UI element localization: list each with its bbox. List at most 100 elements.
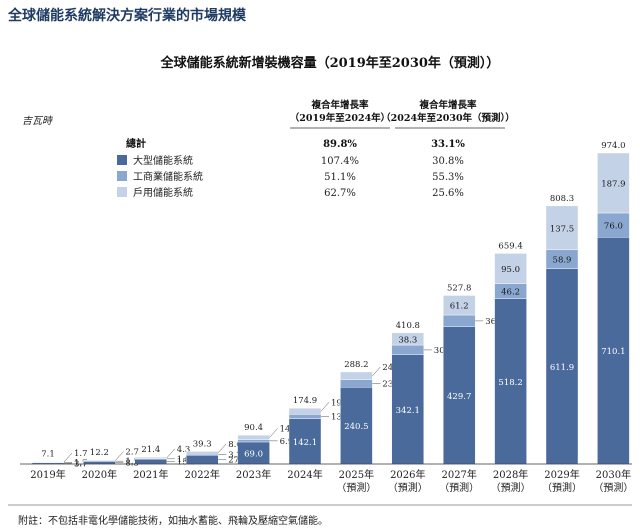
bar-total-label: 21.4 bbox=[141, 445, 160, 455]
legend-swatch-commercial bbox=[117, 171, 127, 181]
bar-segment-large bbox=[597, 237, 630, 465]
bar-segment-commercial bbox=[237, 439, 270, 443]
bar-value-label-large: 3.7 bbox=[74, 459, 88, 469]
bar-total-label: 39.3 bbox=[193, 439, 212, 449]
bar-total-label: 288.2 bbox=[344, 360, 368, 370]
cagr-header-1-line-1: 複合年增長率 bbox=[310, 99, 369, 111]
bar-segment-commercial bbox=[288, 414, 322, 419]
bar-value-label-commercial: 1.2 bbox=[125, 457, 139, 467]
bar-value-label-commercial: 3.2 bbox=[228, 451, 242, 461]
bar-total-label: 808.3 bbox=[550, 194, 574, 204]
bar-label-leader-household bbox=[269, 428, 278, 438]
legend-large-label: 大型儲能系統 bbox=[133, 154, 193, 167]
legend-swatch-household bbox=[117, 187, 127, 197]
bar-segment-household bbox=[597, 152, 630, 214]
bar-segment-large bbox=[494, 298, 527, 465]
bar-value-label-household: 95.0 bbox=[501, 265, 520, 275]
bar-value-label-large: 240.5 bbox=[344, 422, 368, 432]
bar-area: 3.71.71.77.12019年8.31.22.712.22020年15.31… bbox=[30, 141, 633, 494]
bar-segment-household bbox=[134, 456, 168, 459]
x-tick-sublabel: （預測） bbox=[542, 481, 582, 494]
bar-total-label: 12.2 bbox=[90, 448, 109, 458]
bar-value-label-household: 137.5 bbox=[550, 224, 574, 234]
cagr-table: 複合年增長率 （2019年至2024年） 複合年增長率 （2024年至2030年… bbox=[117, 99, 515, 199]
x-tick-sublabel: （預測） bbox=[593, 481, 633, 494]
bar-segment-household bbox=[288, 407, 322, 415]
bar-total-label: 7.1 bbox=[41, 450, 55, 460]
bar-total-label: 90.4 bbox=[244, 423, 263, 433]
bar-total-label: 974.0 bbox=[601, 141, 625, 151]
bar-segment-commercial bbox=[443, 314, 476, 327]
bar-value-label-household: 8.6 bbox=[228, 440, 242, 450]
legend-household-label: 戶用儲能系統 bbox=[133, 186, 193, 199]
bar-value-label-household: 1.7 bbox=[74, 449, 88, 459]
page-title: 全球儲能系統解決方案行業的市場規模 bbox=[7, 7, 247, 24]
bar-segment-household bbox=[237, 434, 270, 440]
footnote: 附註：不包括非電化學儲能技術，如抽水蓄能、飛輪及壓縮空氣儲能。 bbox=[18, 514, 328, 527]
x-tick-label: 2029年 bbox=[544, 468, 579, 481]
cagr-household-v2: 25.6% bbox=[432, 188, 464, 199]
bar-segment-household bbox=[340, 371, 373, 380]
bar-value-label-household: 4.3 bbox=[177, 445, 191, 455]
x-tick-label: 2020年 bbox=[82, 468, 117, 481]
x-tick-label: 2026年 bbox=[390, 468, 425, 481]
x-tick-sublabel: （預測） bbox=[439, 481, 479, 494]
cagr-large-v1: 107.4% bbox=[321, 156, 359, 167]
bar-label-leader-household bbox=[115, 451, 124, 461]
bar-segment-commercial bbox=[597, 212, 630, 238]
bar-segment-large bbox=[545, 268, 579, 465]
bar-segment-large bbox=[391, 354, 424, 465]
x-tick-label: 2021年 bbox=[133, 468, 168, 481]
bar-segment-household bbox=[83, 459, 116, 462]
x-tick-label: 2022年 bbox=[184, 468, 219, 481]
bar-total-label: 527.8 bbox=[447, 283, 471, 293]
bar-segment-large bbox=[185, 455, 219, 465]
bar-segment-household bbox=[494, 253, 527, 284]
x-tick-label: 2024年 bbox=[287, 468, 322, 481]
cagr-large-v2: 30.8% bbox=[432, 156, 464, 167]
cagr-total-v2: 33.1% bbox=[431, 139, 465, 150]
bar-value-label-large: 142.1 bbox=[293, 438, 317, 448]
bar-label-leader-household bbox=[63, 452, 73, 463]
x-tick-sublabel: （預測） bbox=[388, 481, 428, 494]
x-tick-label: 2025年 bbox=[339, 468, 374, 481]
bar-value-label-large: 710.1 bbox=[601, 347, 625, 357]
bar-label-leader-household bbox=[320, 402, 330, 412]
bar-total-label: 410.8 bbox=[396, 321, 420, 331]
bar-value-label-commercial: 76.0 bbox=[604, 222, 623, 232]
bar-segment-household bbox=[443, 295, 476, 316]
chart-title: 全球儲能系統新增裝機容量（2019年至2030年（預測）） bbox=[160, 55, 500, 71]
bar-value-label-commercial: 46.2 bbox=[501, 288, 520, 298]
bar-segment-household bbox=[391, 332, 424, 346]
bar-value-label-large: 69.0 bbox=[244, 449, 263, 459]
legend-commercial-label: 工商業儲能系統 bbox=[133, 170, 203, 183]
bar-value-label-large: 429.7 bbox=[447, 392, 471, 402]
x-tick-label: 2030年 bbox=[596, 468, 631, 481]
x-tick-label: 2028年 bbox=[493, 468, 528, 481]
bar-value-label-household: 61.2 bbox=[450, 302, 469, 312]
bar-segment-commercial bbox=[391, 344, 424, 355]
bar-value-label-household: 38.3 bbox=[398, 335, 417, 345]
cagr-household-v1: 62.7% bbox=[324, 188, 356, 199]
legend-swatch-large bbox=[117, 155, 127, 165]
cagr-header-2-line-2: （2024年至2030年（預測）） bbox=[381, 112, 515, 124]
bar-total-label: 174.9 bbox=[293, 396, 317, 406]
bar-value-label-commercial: 6.9 bbox=[280, 437, 294, 447]
bar-value-label-commercial: 1.7 bbox=[74, 459, 88, 469]
bar-segment-household bbox=[31, 461, 65, 463]
bar-total-label: 659.4 bbox=[498, 241, 522, 251]
bar-segment-household bbox=[545, 205, 579, 251]
x-tick-label: 2027年 bbox=[441, 468, 476, 481]
cagr-header-1-line-2: （2019年至2024年） bbox=[290, 112, 390, 124]
x-tick-sublabel: （預測） bbox=[336, 481, 376, 494]
bar-segment-large bbox=[288, 418, 322, 465]
cagr-header-2-line-1: 複合年增長率 bbox=[418, 99, 477, 111]
bar-segment-household bbox=[185, 451, 219, 455]
unit-label: 吉瓦時 bbox=[22, 115, 54, 127]
bar-value-label-commercial: 58.9 bbox=[553, 256, 572, 266]
bar-value-label-household: 2.7 bbox=[125, 448, 139, 458]
bar-value-label-household: 187.9 bbox=[601, 179, 625, 189]
cagr-commercial-v2: 55.3% bbox=[432, 172, 464, 183]
cagr-total-v1: 89.8% bbox=[323, 139, 357, 150]
